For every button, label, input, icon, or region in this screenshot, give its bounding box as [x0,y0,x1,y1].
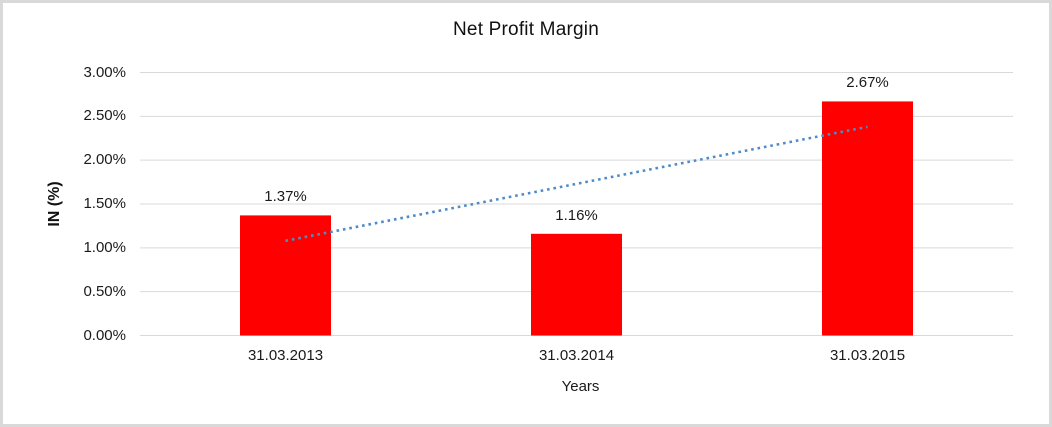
y-tick-label: 0.50% [83,282,126,300]
trendline [285,125,868,243]
data-label: 1.16% [555,206,598,224]
bar-31.03.2015 [822,101,913,336]
x-tick-label: 31.03.2013 [247,347,324,364]
y-tick-label: 1.50% [83,195,126,212]
x-tick-label: 31.03.2014 [538,347,615,364]
data-label: 2.67% [846,74,889,92]
x-axis-title: Years [561,378,600,395]
x-tick-label: 31.03.2015 [829,347,906,364]
y-tick-label: 2.50% [83,107,126,125]
bar-31.03.2014 [531,233,622,336]
chart-title: Net Profit Margin [453,19,599,40]
data-label: 1.37% [264,188,307,206]
y-tick-label: 2.00% [83,151,126,169]
y-tick-label: 0.00% [83,326,126,344]
y-tick-label: 3.00% [83,63,126,81]
y-tick-label: 1.00% [83,238,126,256]
bar-31.03.2013 [240,215,331,336]
